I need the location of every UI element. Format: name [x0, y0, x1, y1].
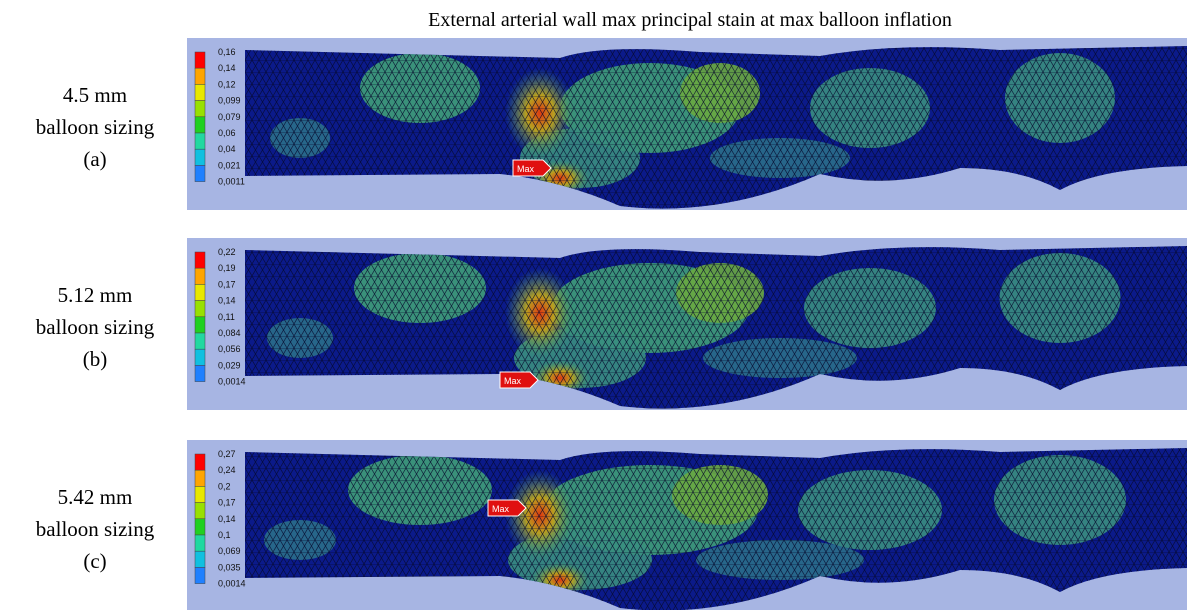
legend-swatch — [194, 165, 206, 182]
legend-swatch — [194, 84, 206, 101]
max-marker-label: Max — [492, 504, 510, 514]
legend-label: 0,2 — [218, 481, 231, 491]
panel-label: 5.12 mm — [58, 283, 133, 307]
legend-label: 0,24 — [218, 465, 236, 475]
legend-swatch — [194, 567, 206, 584]
legend-swatch — [194, 365, 206, 382]
legend-label: 0,079 — [218, 112, 241, 122]
legend-label: 0,16 — [218, 47, 236, 57]
legend-label: 0,17 — [218, 279, 236, 289]
max-marker — [499, 371, 539, 389]
legend-swatch — [194, 300, 206, 318]
legend-label: 0,06 — [218, 128, 236, 138]
panel-label: (b) — [83, 347, 108, 371]
legend-swatch — [194, 316, 206, 334]
legend-label: 0,17 — [218, 498, 236, 508]
panel-label: balloon sizing — [36, 315, 155, 339]
legend-swatch — [194, 332, 206, 350]
legend-label: 0,0014 — [218, 377, 246, 387]
legend-swatch — [194, 284, 206, 301]
max-marker-label: Max — [517, 164, 535, 174]
panel-label: 5.42 mm — [58, 485, 133, 509]
legend-label: 0,0014 — [218, 579, 246, 589]
panel-label: balloon sizing — [36, 115, 155, 139]
legend-swatch — [194, 116, 206, 134]
panel-label: (c) — [83, 549, 106, 573]
legend-swatch — [194, 267, 206, 285]
legend-label: 0,021 — [218, 160, 241, 170]
legend-label: 0,22 — [218, 247, 236, 257]
legend-swatch — [194, 132, 206, 150]
legend-swatch — [194, 502, 206, 520]
max-marker-label: Max — [504, 376, 522, 386]
legend-label: 0,27 — [218, 449, 236, 459]
panel-label: balloon sizing — [36, 517, 155, 541]
legend-label: 0,11 — [218, 312, 235, 322]
max-marker — [512, 159, 552, 177]
legend-label: 0,099 — [218, 96, 241, 106]
legend-label: 0,0011 — [218, 177, 245, 187]
legend-label: 0,056 — [218, 344, 241, 354]
panel: 0,22 0,19 0,17 0,14 0,11 0,084 0,056 0,029 0,001… — [187, 238, 1187, 410]
panel: 0,27 0,24 0,2 0,17 0,14 0,1 0,069 0,035 0,0014 Ma… — [187, 440, 1187, 610]
legend-swatch — [194, 67, 206, 85]
legend-swatch — [194, 550, 206, 568]
legend-label: 0,035 — [218, 562, 241, 572]
legend-swatch — [194, 486, 206, 503]
panel-label: (a) — [83, 147, 106, 171]
legend-swatch — [194, 469, 206, 487]
legend-swatch — [194, 518, 206, 536]
legend-swatch — [194, 348, 206, 366]
panel-label: 4.5 mm — [63, 83, 127, 107]
legend-label: 0,12 — [218, 79, 236, 89]
max-marker — [487, 499, 527, 517]
legend-swatch — [194, 251, 206, 269]
legend-swatch — [194, 148, 206, 166]
legend-swatch — [194, 51, 206, 69]
legend-label: 0,14 — [218, 63, 236, 73]
legend-swatch — [194, 534, 206, 552]
legend-swatch — [194, 100, 206, 118]
legend-label: 0,1 — [218, 530, 231, 540]
legend-label: 0,14 — [218, 514, 236, 524]
panel: 0,16 0,14 0,12 0,099 0,079 0,06 0,04 0,021 0,001… — [187, 38, 1187, 210]
figure-title: External arterial wall max principal sta… — [428, 9, 952, 31]
legend-label: 0,069 — [218, 546, 241, 556]
legend-label: 0,084 — [218, 328, 241, 338]
legend-label: 0,029 — [218, 360, 241, 370]
legend-label: 0,04 — [218, 144, 236, 154]
legend-swatch — [194, 453, 206, 471]
legend-label: 0,14 — [218, 296, 236, 306]
legend-label: 0,19 — [218, 263, 236, 273]
